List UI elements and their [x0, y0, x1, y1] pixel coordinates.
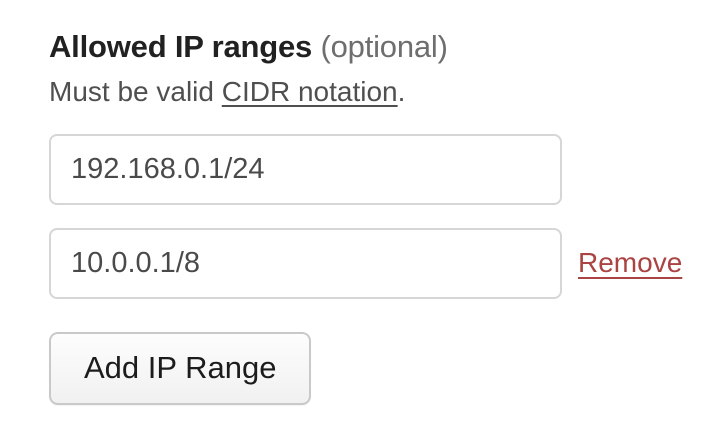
remove-ip-range-link[interactable]: Remove [578, 247, 683, 279]
helper-text: Must be valid CIDR notation. [49, 76, 714, 108]
ip-range-row: Remove [49, 227, 714, 299]
helper-text-suffix: . [397, 75, 406, 107]
helper-text-prefix: Must be valid [49, 75, 222, 107]
ip-range-input-2[interactable] [49, 227, 562, 299]
allowed-ip-ranges-section: Allowed IP ranges (optional) Must be val… [49, 28, 714, 405]
section-heading: Allowed IP ranges (optional) [49, 28, 714, 67]
cidr-notation-link[interactable]: CIDR notation [221, 75, 398, 107]
ip-range-input-1[interactable] [49, 133, 562, 205]
ip-range-row [49, 133, 714, 205]
optional-label: (optional) [320, 29, 448, 64]
section-heading-title: Allowed IP ranges [49, 29, 313, 64]
add-ip-range-button[interactable]: Add IP Range [49, 331, 312, 405]
